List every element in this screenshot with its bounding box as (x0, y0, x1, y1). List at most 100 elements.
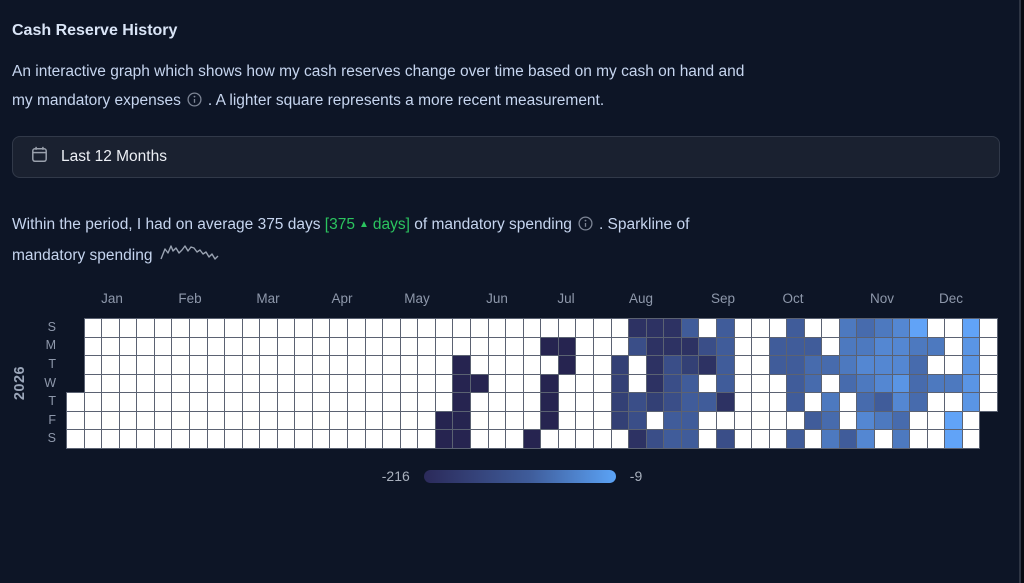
heatmap-cell[interactable] (803, 429, 823, 449)
heatmap-cell[interactable] (83, 355, 103, 375)
heatmap-cell[interactable] (347, 318, 366, 338)
heatmap-cell[interactable] (470, 373, 489, 394)
heatmap-cell[interactable] (505, 373, 524, 394)
heatmap-cell[interactable] (715, 429, 735, 449)
heatmap-cell[interactable] (874, 336, 893, 357)
heatmap-cell[interactable] (733, 373, 753, 394)
heatmap-cell[interactable] (751, 336, 770, 357)
heatmap-cell[interactable] (522, 410, 542, 431)
heatmap-cell[interactable] (838, 429, 858, 449)
heatmap-cell[interactable] (347, 373, 366, 394)
heatmap-cell[interactable] (83, 318, 103, 338)
heatmap-cell[interactable] (505, 336, 524, 357)
heatmap-cell[interactable] (417, 336, 436, 357)
heatmap-cell[interactable] (874, 429, 893, 449)
heatmap-cell[interactable] (979, 373, 998, 394)
heatmap-cell[interactable] (557, 392, 577, 412)
heatmap-cell[interactable] (838, 373, 858, 394)
heatmap-cell[interactable] (276, 429, 296, 449)
heatmap-cell[interactable] (153, 392, 173, 412)
heatmap-cell[interactable] (575, 429, 594, 449)
heatmap-cell[interactable] (136, 318, 155, 338)
heatmap-cell[interactable] (417, 355, 436, 375)
heatmap-cell[interactable] (505, 410, 524, 431)
heatmap-cell[interactable] (751, 429, 770, 449)
heatmap-cell[interactable] (803, 355, 823, 375)
heatmap-cell[interactable] (751, 410, 770, 431)
info-icon[interactable] (187, 89, 202, 118)
heatmap-cell[interactable] (259, 318, 278, 338)
heatmap-cell[interactable] (136, 429, 155, 449)
heatmap-cell[interactable] (645, 355, 665, 375)
heatmap-cell[interactable] (944, 392, 963, 412)
heatmap-cell[interactable] (856, 318, 876, 338)
heatmap-cell[interactable] (645, 392, 665, 412)
heatmap-cell[interactable] (522, 318, 542, 338)
heatmap-cell[interactable] (698, 336, 717, 357)
heatmap-cell[interactable] (171, 355, 190, 375)
heatmap-cell[interactable] (961, 318, 981, 338)
heatmap-cell[interactable] (311, 355, 331, 375)
heatmap-cell[interactable] (241, 410, 261, 431)
heatmap-cell[interactable] (663, 429, 682, 449)
heatmap-cell[interactable] (188, 355, 208, 375)
heatmap-cell[interactable] (364, 336, 384, 357)
heatmap-cell[interactable] (329, 392, 349, 412)
heatmap-cell[interactable] (961, 410, 981, 431)
heatmap-cell[interactable] (101, 336, 120, 357)
heatmap-cell[interactable] (909, 355, 928, 375)
heatmap-cell[interactable] (259, 392, 278, 412)
heatmap-cell[interactable] (610, 410, 630, 431)
heatmap-cell[interactable] (206, 410, 226, 431)
heatmap-cell[interactable] (118, 410, 138, 431)
heatmap-cell[interactable] (944, 355, 963, 375)
heatmap-cell[interactable] (592, 336, 612, 357)
heatmap-cell[interactable] (786, 392, 805, 412)
heatmap-cell[interactable] (663, 318, 682, 338)
heatmap-cell[interactable] (311, 429, 331, 449)
heatmap-cell[interactable] (329, 429, 349, 449)
heatmap-cell[interactable] (891, 410, 911, 431)
heatmap-cell[interactable] (118, 392, 138, 412)
heatmap-cell[interactable] (206, 429, 226, 449)
heatmap-cell[interactable] (751, 355, 770, 375)
heatmap-cell[interactable] (188, 336, 208, 357)
heatmap-cell[interactable] (733, 392, 753, 412)
heatmap-cell[interactable] (241, 355, 261, 375)
heatmap-cell[interactable] (171, 336, 190, 357)
heatmap-cell[interactable] (733, 336, 753, 357)
heatmap-cell[interactable] (628, 336, 647, 357)
heatmap-cell[interactable] (698, 410, 717, 431)
heatmap-cell[interactable] (382, 373, 401, 394)
heatmap-cell[interactable] (452, 336, 471, 357)
heatmap-cell[interactable] (66, 410, 85, 431)
heatmap-cell[interactable] (961, 429, 981, 449)
heatmap-cell[interactable] (610, 318, 630, 338)
heatmap-cell[interactable] (540, 410, 559, 431)
heatmap-cell[interactable] (417, 429, 436, 449)
heatmap-cell[interactable] (680, 392, 700, 412)
heatmap-cell[interactable] (399, 318, 419, 338)
heatmap-cell[interactable] (188, 392, 208, 412)
heatmap-cell[interactable] (926, 355, 946, 375)
heatmap-cell[interactable] (628, 355, 647, 375)
heatmap-cell[interactable] (188, 373, 208, 394)
heatmap-cell[interactable] (188, 318, 208, 338)
heatmap-cell[interactable] (224, 318, 243, 338)
heatmap-cell[interactable] (557, 410, 577, 431)
heatmap-cell[interactable] (399, 410, 419, 431)
heatmap-cell[interactable] (786, 318, 805, 338)
heatmap-cell[interactable] (610, 392, 630, 412)
heatmap-cell[interactable] (487, 410, 507, 431)
heatmap-cell[interactable] (417, 318, 436, 338)
heatmap-cell[interactable] (417, 410, 436, 431)
heatmap-cell[interactable] (452, 373, 471, 394)
heatmap-cell[interactable] (241, 373, 261, 394)
heatmap-cell[interactable] (821, 355, 840, 375)
heatmap-cell[interactable] (347, 355, 366, 375)
heatmap-cell[interactable] (522, 392, 542, 412)
heatmap-cell[interactable] (610, 429, 630, 449)
heatmap-cell[interactable] (944, 373, 963, 394)
heatmap-cell[interactable] (557, 318, 577, 338)
heatmap-cell[interactable] (294, 410, 313, 431)
